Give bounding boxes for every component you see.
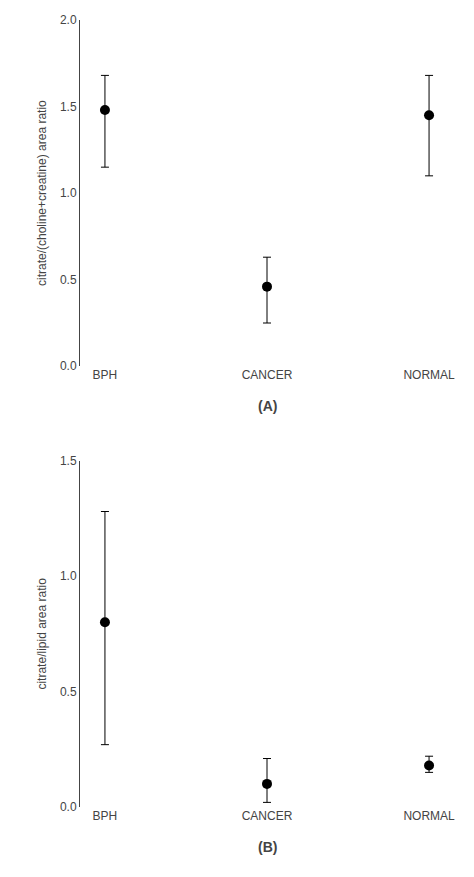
svg-text:citrate/(choline+creatine) are: citrate/(choline+creatine) area ratio [35,100,49,286]
svg-text:1.0: 1.0 [60,569,77,583]
svg-text:CANCER: CANCER [242,809,293,823]
svg-text:0.0: 0.0 [60,359,77,373]
svg-text:0.5: 0.5 [60,685,77,699]
svg-text:2.0: 2.0 [60,13,77,27]
svg-text:0.5: 0.5 [60,273,77,287]
svg-text:NORMAL: NORMAL [403,368,455,382]
svg-text:BPH: BPH [93,809,118,823]
svg-text:(B): (B) [258,839,277,855]
svg-text:1.5: 1.5 [60,100,77,114]
svg-text:NORMAL: NORMAL [403,809,455,823]
svg-text:0.0: 0.0 [60,800,77,814]
svg-text:CANCER: CANCER [242,368,293,382]
svg-text:1.0: 1.0 [60,186,77,200]
svg-text:BPH: BPH [93,368,118,382]
svg-text:(A): (A) [258,398,277,414]
svg-text:1.5: 1.5 [60,454,77,468]
svg-text:citrate/lipid area ratio: citrate/lipid area ratio [35,578,49,690]
